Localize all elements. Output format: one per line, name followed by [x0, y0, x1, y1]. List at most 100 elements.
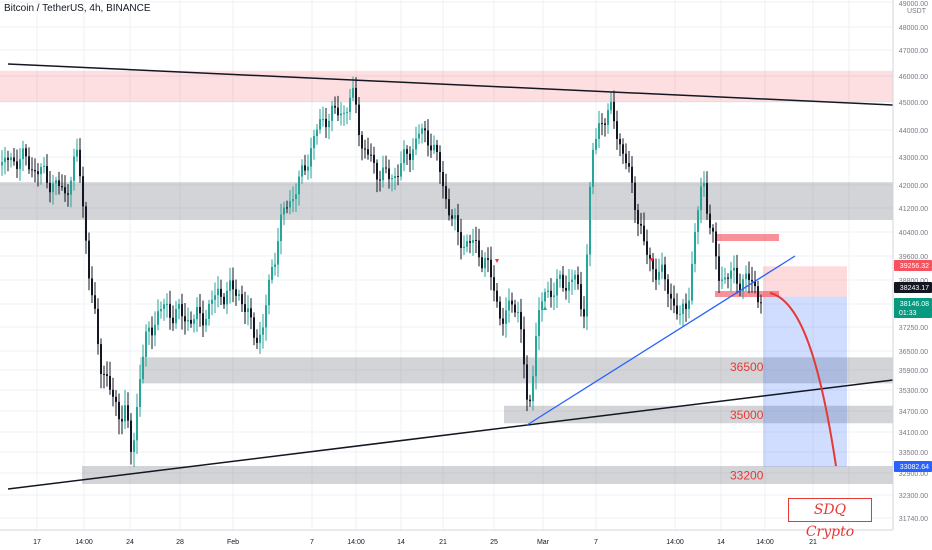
candle-up [403, 149, 405, 164]
candle-down [442, 172, 444, 187]
candle-up [208, 303, 210, 319]
price-tick-label: 35300.00 [899, 388, 928, 395]
sell-signal-marker [650, 258, 654, 262]
candle-down [370, 154, 372, 156]
price-tick-label: 32300.00 [899, 493, 928, 500]
candle-up [532, 376, 534, 402]
candle-down [241, 294, 243, 305]
candle-down [646, 241, 648, 255]
candle-up [472, 239, 474, 243]
price-tick-label: 48000.00 [899, 25, 928, 32]
candle-down [481, 257, 483, 269]
candle-up [268, 279, 270, 306]
level-labels: 36500 35000 33200 [730, 360, 764, 483]
candle-down [115, 396, 117, 402]
candle-down [565, 287, 567, 291]
candle-up [301, 165, 303, 177]
time-tick-label: 24 [126, 539, 134, 546]
candle-down [85, 206, 87, 241]
candle-up [229, 280, 231, 291]
candle-up [76, 149, 78, 157]
candle-down [760, 302, 762, 304]
time-tick-label: 21 [809, 539, 817, 546]
candle-up [148, 327, 150, 332]
time-axis-ticks: 17 14:00 24 28 Feb 7 14:00 14 21 25 Mar 7 14:00 14 14:… [33, 539, 817, 546]
candle-down [601, 123, 603, 125]
candle-up [535, 336, 537, 377]
candle-up [283, 207, 285, 215]
candle-down [118, 401, 120, 420]
candle-up [541, 301, 543, 311]
candle-up [724, 277, 726, 280]
sell-signal-marker [495, 259, 499, 263]
candle-up [700, 186, 702, 211]
candle-up [544, 292, 546, 302]
candle-up [154, 324, 156, 336]
candle-up [553, 295, 555, 297]
candle-up [280, 214, 282, 242]
candle-down [79, 149, 81, 177]
candle-up [559, 274, 561, 279]
support-zone [504, 405, 893, 424]
candle-up [19, 159, 21, 169]
candle-up [265, 305, 267, 328]
candle-down [754, 281, 756, 287]
retest-marker-zone [715, 291, 779, 297]
candle-down [736, 267, 738, 284]
candle-down [373, 154, 375, 163]
candle-up [226, 290, 228, 305]
candle-up [319, 119, 321, 130]
candle-down [445, 186, 447, 200]
candle-down [250, 308, 252, 318]
price-tick-label: 45000.00 [899, 100, 928, 107]
level-label: 36500 [730, 360, 764, 374]
candle-down [634, 182, 636, 210]
candle-down [664, 264, 666, 280]
candle-down [436, 144, 438, 153]
candle-down [16, 161, 18, 169]
chart-title: Bitcoin / TetherUS, 4h, BINANCE [4, 3, 151, 14]
candle-down [526, 364, 528, 400]
candle-up [730, 270, 732, 279]
descending-resistance-trendline [7, 63, 894, 106]
candle-up [205, 318, 207, 326]
candle-down [625, 153, 627, 164]
candle-up [55, 180, 57, 184]
currency-label: USDT [906, 8, 926, 15]
candle-up [733, 267, 735, 271]
candle-up [688, 300, 690, 309]
resistance-zone [0, 70, 893, 102]
candle-down [91, 278, 93, 296]
price-axis-background [893, 0, 932, 550]
candle-down [181, 304, 183, 317]
candle-up [10, 157, 12, 161]
candle-up [352, 87, 354, 98]
candle-down [490, 259, 492, 278]
candle-down [49, 182, 51, 193]
candle-up [586, 254, 588, 317]
candle-down [673, 298, 675, 306]
blue-trendline [526, 255, 796, 426]
price-tick-label: 44000.00 [899, 128, 928, 135]
candle-up [214, 295, 216, 300]
candle-down [652, 258, 654, 270]
candle-up [187, 319, 189, 322]
candle-up [400, 163, 402, 177]
price-label-box [894, 282, 932, 293]
candle-down [13, 157, 15, 162]
candle-down [631, 166, 633, 183]
price-tick-label: 39600.00 [899, 254, 928, 261]
price-label-value: 38146.08 [900, 301, 929, 308]
candle-down [232, 280, 234, 290]
candle-up [346, 111, 348, 113]
candle-down [439, 152, 441, 173]
candle-down [727, 277, 729, 279]
candle-down [88, 240, 90, 279]
candle-up [52, 183, 54, 193]
candle-up [421, 128, 423, 134]
candle-up [289, 201, 291, 208]
time-tick-label: 7 [310, 539, 314, 546]
price-tick-label: 46000.00 [899, 74, 928, 81]
